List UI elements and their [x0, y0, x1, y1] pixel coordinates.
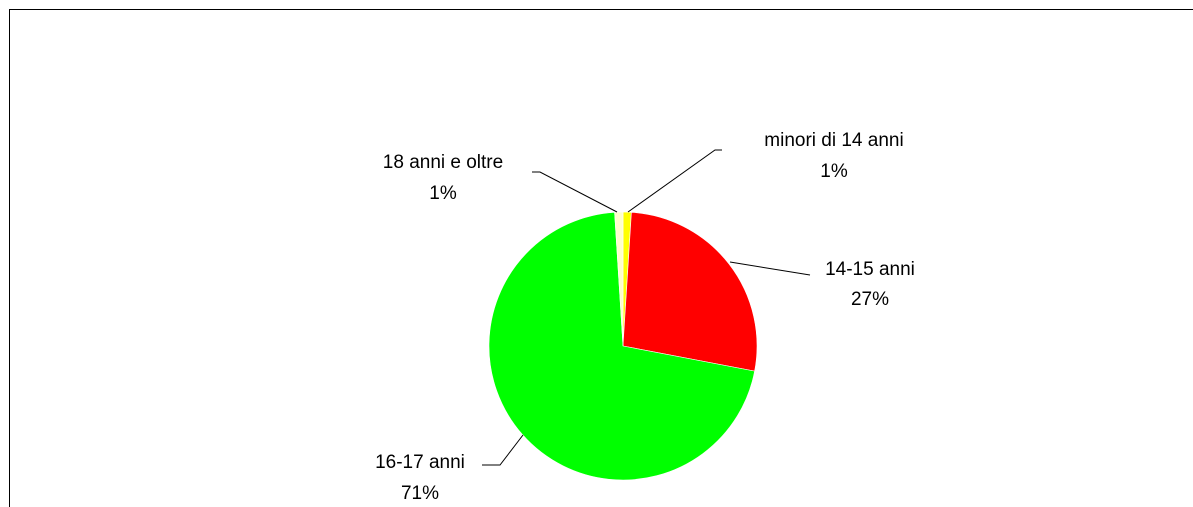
slice-label: 18 anni e oltre [383, 152, 503, 173]
slice-value-label: 1% [429, 183, 457, 204]
slice-label: minori di 14 anni [764, 130, 903, 151]
slice-value-label: 1% [820, 161, 848, 182]
pie-slice [614, 211, 624, 347]
pie-slice [488, 211, 755, 481]
slice-value-label: 71% [401, 483, 439, 504]
pie-slice [622, 211, 758, 372]
leader-line [532, 171, 618, 213]
leader-line [627, 149, 722, 213]
slice-label: 16-17 anni [375, 452, 465, 473]
slice-label: 14-15 anni [825, 259, 915, 280]
leader-line [729, 261, 811, 276]
leader-line [482, 434, 524, 466]
slice-value-label: 27% [851, 289, 889, 310]
